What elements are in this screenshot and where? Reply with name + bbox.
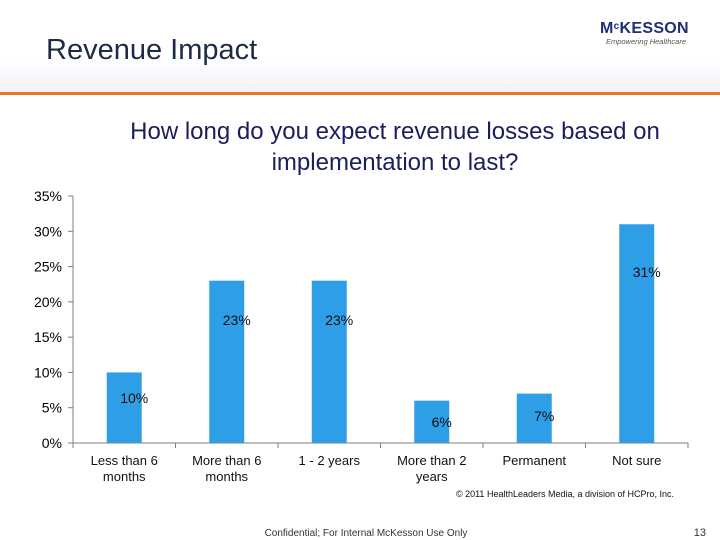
category-label: years — [416, 469, 448, 484]
category-label: Not sure — [612, 453, 661, 468]
y-tick-label: 20% — [34, 294, 62, 310]
data-label: 23% — [223, 312, 251, 328]
slide-title: Revenue Impact — [46, 34, 258, 66]
logo-tagline: Empowering Healthcare — [605, 37, 686, 46]
y-tick-label: 5% — [42, 400, 62, 416]
data-label: 7% — [534, 408, 554, 424]
header-band — [0, 0, 720, 92]
bar — [106, 372, 142, 443]
chart-title: How long do you expect revenue losses ba… — [130, 118, 660, 176]
bar — [209, 280, 245, 443]
data-label: 10% — [120, 390, 148, 406]
mckesson-logo: McKESSON Empowering Healthcare — [600, 18, 700, 47]
bar — [516, 393, 552, 443]
data-label: 23% — [325, 312, 353, 328]
category-label: months — [103, 469, 146, 484]
logo-brand: McKESSON — [600, 20, 689, 37]
orange-divider — [0, 92, 720, 95]
data-label: 6% — [432, 414, 452, 430]
page-number: 13 — [693, 527, 706, 539]
category-label: Less than 6 — [91, 453, 158, 468]
y-tick-label: 15% — [34, 329, 62, 345]
category-label: months — [205, 469, 248, 484]
copyright-note: © 2011 HealthLeaders Media, a division o… — [455, 489, 675, 499]
category-label: More than 2 — [397, 453, 466, 468]
y-tick-label: 0% — [42, 435, 62, 451]
category-label: More than 6 — [192, 453, 261, 468]
bar — [619, 224, 655, 443]
bar — [311, 280, 347, 443]
y-tick-label: 25% — [34, 259, 62, 275]
confidential-footer: Confidential; For Internal McKesson Use … — [264, 528, 468, 539]
category-label: 1 - 2 years — [299, 453, 361, 468]
y-tick-label: 35% — [34, 188, 62, 204]
y-tick-label: 10% — [34, 364, 62, 380]
data-label: 31% — [633, 264, 661, 280]
category-label: Permanent — [502, 453, 566, 468]
y-tick-label: 30% — [34, 223, 62, 239]
bar — [414, 400, 450, 443]
